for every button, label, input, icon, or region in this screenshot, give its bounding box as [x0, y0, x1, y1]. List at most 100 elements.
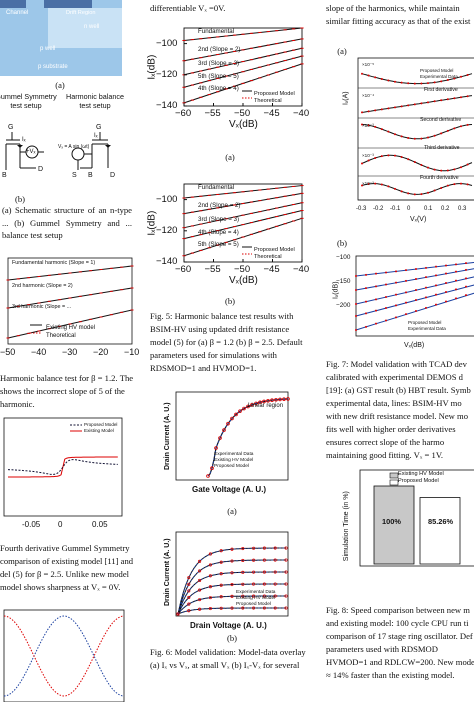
- hb-mid-b-ytick-label-1: −120: [156, 225, 177, 237]
- id-vg-xlabel: Gate Voltage (A. U.): [192, 484, 266, 496]
- hb-setup-title: Harmonic balance test setup: [62, 92, 128, 110]
- hb-mid-b-ytick-label-0: −140: [156, 256, 177, 268]
- hb-right-point-3-3: [385, 307, 387, 309]
- hb-mid-b-xtick-label-4: −40: [293, 264, 309, 276]
- gst-right-point-2-15: [394, 133, 396, 135]
- hb-mid-b-ytick-label-2: −100: [156, 194, 177, 206]
- speed-legend-swatch-1: [390, 473, 398, 478]
- hb-mid-b-ylabel: Iₓ(dB): [146, 211, 158, 236]
- fig3-caption-4: model shows sharpness at Vₓ = 0V.: [0, 581, 120, 594]
- gst-right-point-4-15: [394, 188, 396, 190]
- gst-right-point-4-48: [467, 183, 469, 185]
- gst-right-point-2-12: [387, 131, 389, 133]
- speed-bar-label-0: 100%: [382, 516, 401, 528]
- fig7-caption-6: fits well with higher order derivatives: [326, 423, 456, 436]
- hb-mid-a-legend-2: Theoretical: [254, 95, 282, 107]
- gst-right-point-4-33: [434, 190, 436, 192]
- hb-mid-a-annot-2: 3rd (Slope = 3): [198, 58, 239, 70]
- gst-right-point-3-45: [460, 166, 462, 168]
- fig2-caption-1: Harmonic balance test for β = 1.2. The: [0, 372, 133, 385]
- gst-right-point-2-18: [401, 135, 403, 137]
- fig6-sub-b: (b): [222, 633, 242, 643]
- hb-right-point-2-5: [405, 291, 407, 293]
- gst-right-point-1-18: [401, 105, 403, 107]
- gst-right-xtick-4: 0.1: [424, 203, 432, 215]
- hb-mid-a-annot-4: 4th (Slope = 4): [198, 83, 239, 95]
- gst-right-scale-2: ×10⁻⁴: [362, 90, 374, 102]
- fig7-caption-1: Fig. 7: Model validation with TCAD dev: [326, 358, 467, 371]
- hb-right-point-0-11: [465, 262, 467, 264]
- hb-left-xtick-4: −10: [124, 346, 139, 358]
- fig1-caption: (a) Schematic structure of an n-type ...…: [2, 204, 132, 242]
- gst-right-annot-1: First derivative: [424, 84, 458, 96]
- fig5-sub-b: (b): [220, 296, 240, 306]
- bl-curve-1: [4, 616, 124, 696]
- hb-B-label: B: [88, 170, 93, 182]
- hb-right-ytick-0: −200: [336, 300, 350, 312]
- fig5-caption-2: BSIM-HV using updated drift resistance: [150, 323, 289, 336]
- fig8-caption-3: comparison of 17 stage ring oscillator. …: [326, 630, 473, 643]
- hb-right-point-4-9: [445, 301, 447, 303]
- speed-bar-label-1: 85.26%: [428, 516, 453, 528]
- id-vd-existing-0: [178, 608, 286, 614]
- fig1-sub-a: (a): [50, 80, 70, 90]
- hb-right-point-4-6: [415, 310, 417, 312]
- hb-right-point-2-2: [375, 298, 377, 300]
- hb-S-label: S: [72, 170, 77, 182]
- fig8-caption-2: and existing model: 100 cycle CPU run ti: [326, 617, 469, 630]
- gst-right-point-3-18: [401, 156, 403, 158]
- hb-left-legend-1: Existing HV model: [46, 324, 95, 332]
- fig5-caption-1: Fig. 5: Harmonic balance test results wi…: [150, 310, 293, 323]
- hb-right-point-3-4: [395, 304, 397, 306]
- fig7-caption-2: calibrated with experimental DEMOS d: [326, 371, 463, 384]
- hb-right-point-1-10: [455, 271, 457, 273]
- hb-right-point-3-2: [375, 310, 377, 312]
- gst-right-point-0-24: [414, 83, 416, 85]
- gst-right-point-4-24: [414, 193, 416, 195]
- hb-mid-a-annot-3: 5th (Slope = 5): [198, 71, 239, 83]
- hb-right-point-1-0: [355, 289, 357, 291]
- hb-right-point-1-8: [435, 274, 437, 276]
- hb-right-xlabel: Vₓ(dB): [404, 340, 424, 352]
- id-vd-xlabel: Drain Voltage (A. U.): [190, 620, 267, 632]
- gst-right-chart: [358, 58, 474, 208]
- speed-bar-1: [420, 497, 460, 564]
- fig7-caption-4: experimental data, lines: BSIM-HV mo: [326, 397, 462, 410]
- hb-mid-a-xtick-label-0: −60: [175, 108, 191, 120]
- gst-right-point-1-33: [434, 100, 436, 102]
- gst-right-scale-5: ×10⁻³: [362, 178, 374, 190]
- hb-mid-a-xlabel: Vₓ(dB): [229, 119, 258, 131]
- gst-right-point-3-0: [361, 162, 363, 164]
- hb-left-xtick-3: −20: [93, 346, 108, 358]
- gst-right-point-1-36: [440, 99, 442, 101]
- hb-mid-b-annot-4: 5th (Slope = 5): [198, 239, 239, 251]
- hb-mid-b-xtick-label-3: −45: [264, 264, 280, 276]
- fig6-caption-1: Fig. 6: Model validation: Model-data ove…: [150, 646, 306, 659]
- channel-label: Channel: [6, 10, 28, 16]
- gst-left-legend-2: Existing Model: [84, 428, 114, 434]
- gst-left-xtick-1: 0: [58, 519, 62, 531]
- fig8-caption-5: HVMOD=1 and RDLCW=200. New model: [326, 656, 474, 669]
- fig8-caption-4: parameters used with RDSMOD: [326, 643, 438, 656]
- hb-right-point-3-7: [425, 296, 427, 298]
- hb-right-point-4-7: [425, 307, 427, 309]
- hb-right-point-3-1: [365, 312, 367, 314]
- gst-right-point-3-12: [387, 154, 389, 156]
- hb-right-point-2-9: [445, 282, 447, 284]
- hb-left-xtick-0: −50: [0, 346, 15, 358]
- n-well-label: n well: [84, 24, 99, 30]
- hb-mid-a-annot-0: Fundamental: [198, 26, 234, 38]
- speed-legend-2: Proposed Model: [398, 478, 439, 485]
- gst-right-point-1-21: [407, 104, 409, 106]
- speed-legend-1: Existing HV Model: [398, 471, 444, 478]
- gst-right-point-2-6: [374, 126, 376, 128]
- fig2-caption-2: shows the incorrect slope of 5 of the: [0, 385, 125, 398]
- gst-right-xtick-0: -0.3: [356, 203, 366, 215]
- hb-left-legend-2: Theoretical: [46, 332, 76, 340]
- gst-right-point-3-15: [394, 155, 396, 157]
- gst-right-point-1-27: [420, 102, 422, 104]
- gst-right-point-4-18: [401, 190, 403, 192]
- fig7-caption-8: maintaining good fitting. Vₓ = 1V.: [326, 449, 443, 462]
- hb-left-annot-3: 3rd harmonic (Slope = ...: [12, 304, 71, 311]
- gst-right-xtick-6: 0.3: [458, 203, 466, 215]
